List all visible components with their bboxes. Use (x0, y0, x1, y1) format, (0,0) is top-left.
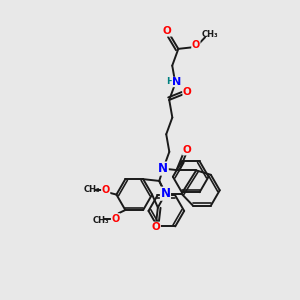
Text: O: O (111, 214, 120, 224)
Text: O: O (183, 145, 191, 155)
Text: H: H (166, 77, 174, 86)
Text: CH₃: CH₃ (83, 185, 100, 194)
Text: CH₃: CH₃ (93, 216, 110, 225)
Text: CH₃: CH₃ (201, 30, 218, 39)
Text: O: O (192, 40, 200, 50)
Text: N: N (160, 187, 170, 200)
Text: O: O (102, 185, 110, 195)
Text: O: O (152, 222, 161, 232)
Text: N: N (158, 162, 168, 175)
Text: O: O (163, 26, 172, 36)
Text: N: N (172, 77, 181, 87)
Text: O: O (183, 87, 192, 97)
